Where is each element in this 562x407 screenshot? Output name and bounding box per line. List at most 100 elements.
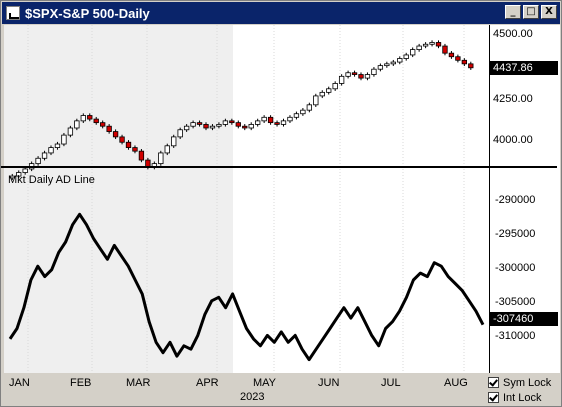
chart-canvas: [8, 25, 485, 373]
ad-tick-1: -295000: [495, 228, 536, 240]
candle-body: [461, 59, 468, 65]
candle-body: [93, 118, 99, 124]
candle-body: [293, 113, 300, 118]
candle-body: [16, 172, 22, 177]
candle-body: [242, 125, 248, 129]
candle-body: [410, 49, 416, 56]
sym-lock-label: Sym Lock: [503, 376, 552, 389]
window-title: $SPX-S&P 500-Daily: [25, 5, 150, 21]
candle-body: [313, 95, 319, 106]
ad-line-series: [8, 212, 485, 362]
candle-body: [61, 134, 67, 145]
candle-body: [74, 120, 80, 129]
maximize-button[interactable]: □: [523, 5, 539, 19]
ad-tick-0: -290000: [495, 194, 536, 206]
candle-body: [209, 125, 216, 129]
candle-body: [112, 131, 119, 138]
panel-separator[interactable]: [1, 166, 557, 168]
candle-body: [319, 91, 325, 97]
candle-body: [448, 52, 455, 58]
candle-body: [287, 116, 293, 122]
ad-tick-2: -300000: [495, 262, 536, 274]
candle-body: [35, 157, 41, 165]
title-bar[interactable]: $SPX-S&P 500-Daily _ □ X: [2, 2, 560, 24]
candle-body: [416, 45, 422, 50]
price-tick-4000: 4000.00: [493, 134, 533, 146]
ad-tick-3: -305000: [495, 296, 536, 308]
lower-panel-label: Mkt Daily AD Line: [8, 174, 95, 186]
last-ad-tag: -307460: [490, 312, 558, 326]
month-label-aug: AUG: [444, 377, 468, 389]
candle-body: [138, 150, 145, 161]
candle-body: [119, 136, 125, 143]
candle-body: [41, 152, 48, 159]
candle-body: [9, 175, 15, 179]
candle-body: [158, 152, 164, 165]
candle-body: [300, 109, 306, 115]
candle-body: [358, 74, 364, 79]
candle-body: [132, 147, 138, 152]
candle-body: [274, 122, 280, 125]
close-button[interactable]: X: [541, 5, 557, 19]
month-label-jan: JAN: [9, 377, 30, 389]
ad-tick-4: -310000: [495, 330, 536, 342]
candle-body: [435, 42, 442, 47]
candle-body: [229, 120, 235, 124]
candle-body: [54, 143, 61, 148]
candle-body: [235, 122, 241, 127]
candle-body: [22, 168, 28, 173]
candle-body: [403, 54, 409, 59]
candle-body: [125, 141, 132, 148]
candle-body: [306, 104, 313, 111]
candle-body: [183, 125, 190, 131]
x-axis-bar[interactable]: JAN FEB MAR APR MAY JUN JUL AUG 2023: [4, 374, 489, 405]
lock-controls: Sym Lock Int Lock: [488, 375, 560, 405]
int-lock-row[interactable]: Int Lock: [488, 390, 560, 405]
candle-body: [222, 120, 229, 125]
candle-body: [442, 45, 448, 54]
candle-body: [164, 145, 170, 154]
candle-body: [261, 116, 267, 122]
candle-body: [422, 43, 429, 47]
candle-body: [429, 42, 435, 45]
candle-body: [267, 116, 274, 124]
candle-body: [384, 63, 390, 67]
candle-body: [87, 115, 93, 120]
candle-body: [397, 58, 403, 63]
candle-body: [67, 127, 74, 136]
candle-body: [203, 124, 209, 129]
chart-icon[interactable]: [6, 6, 20, 20]
candle-body: [455, 56, 461, 61]
int-lock-label: Int Lock: [503, 391, 542, 404]
candle-body: [351, 72, 358, 75]
candle-body: [80, 115, 86, 122]
shaded-period: [4, 25, 233, 373]
candle-body: [106, 125, 112, 132]
candle-body: [100, 122, 106, 127]
candle-body: [280, 120, 287, 125]
candle-body: [190, 122, 196, 127]
last-price-tag: 4437.86: [490, 61, 558, 75]
candle-body: [255, 120, 261, 125]
price-tick-4500: 4500.00: [493, 28, 533, 40]
price-tick-4250: 4250.00: [493, 93, 533, 105]
candle-body: [177, 129, 183, 138]
candle-body: [248, 124, 254, 129]
candle-body: [390, 61, 396, 65]
candle-body: [377, 65, 384, 70]
month-label-jul: JUL: [381, 377, 401, 389]
window-controls: _ □ X: [505, 5, 557, 19]
plot-area[interactable]: [4, 25, 489, 373]
candle-body: [371, 68, 377, 75]
candle-body: [468, 63, 474, 69]
minimize-button[interactable]: _: [505, 5, 521, 19]
year-label: 2023: [240, 391, 265, 403]
sym-lock-checkbox[interactable]: [488, 377, 499, 388]
candle-body: [332, 83, 338, 90]
int-lock-checkbox[interactable]: [488, 392, 499, 403]
candle-body: [196, 122, 203, 125]
candle-body: [345, 72, 351, 77]
candle-body: [171, 136, 177, 147]
sym-lock-row[interactable]: Sym Lock: [488, 375, 560, 390]
candle-body: [216, 124, 222, 127]
